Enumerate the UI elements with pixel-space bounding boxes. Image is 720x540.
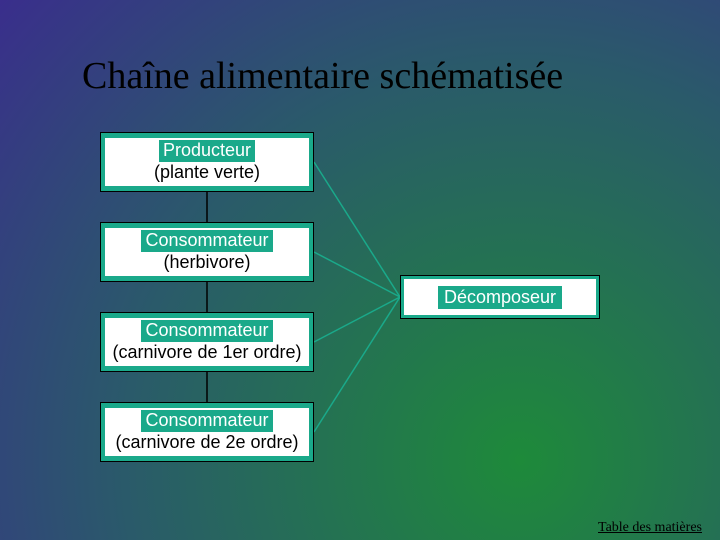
decomposer-label: Décomposeur	[438, 286, 562, 309]
table-of-contents-link[interactable]: Table des matières	[598, 520, 702, 536]
node-carnivore1-line1: Consommateur	[141, 320, 272, 342]
node-producer: Producteur(plante verte)	[100, 132, 314, 192]
node-carnivore1-line2: (carnivore de 1er ordre)	[108, 342, 305, 364]
node-carnivore1: Consommateur(carnivore de 1er ordre)	[100, 312, 314, 372]
node-decomposer: Décomposeur	[400, 275, 600, 319]
node-herbivore: Consommateur(herbivore)	[100, 222, 314, 282]
slide: Chaîne alimentaire schématisée Producteu…	[0, 0, 720, 540]
node-producer-line1: Producteur	[159, 140, 255, 162]
node-herbivore-line2: (herbivore)	[159, 252, 254, 274]
node-herbivore-line1: Consommateur	[141, 230, 272, 252]
node-carnivore2: Consommateur(carnivore de 2e ordre)	[100, 402, 314, 462]
node-producer-line2: (plante verte)	[150, 162, 264, 184]
slide-title: Chaîne alimentaire schématisée	[82, 54, 563, 98]
node-carnivore2-line2: (carnivore de 2e ordre)	[111, 432, 302, 454]
node-carnivore2-line1: Consommateur	[141, 410, 272, 432]
